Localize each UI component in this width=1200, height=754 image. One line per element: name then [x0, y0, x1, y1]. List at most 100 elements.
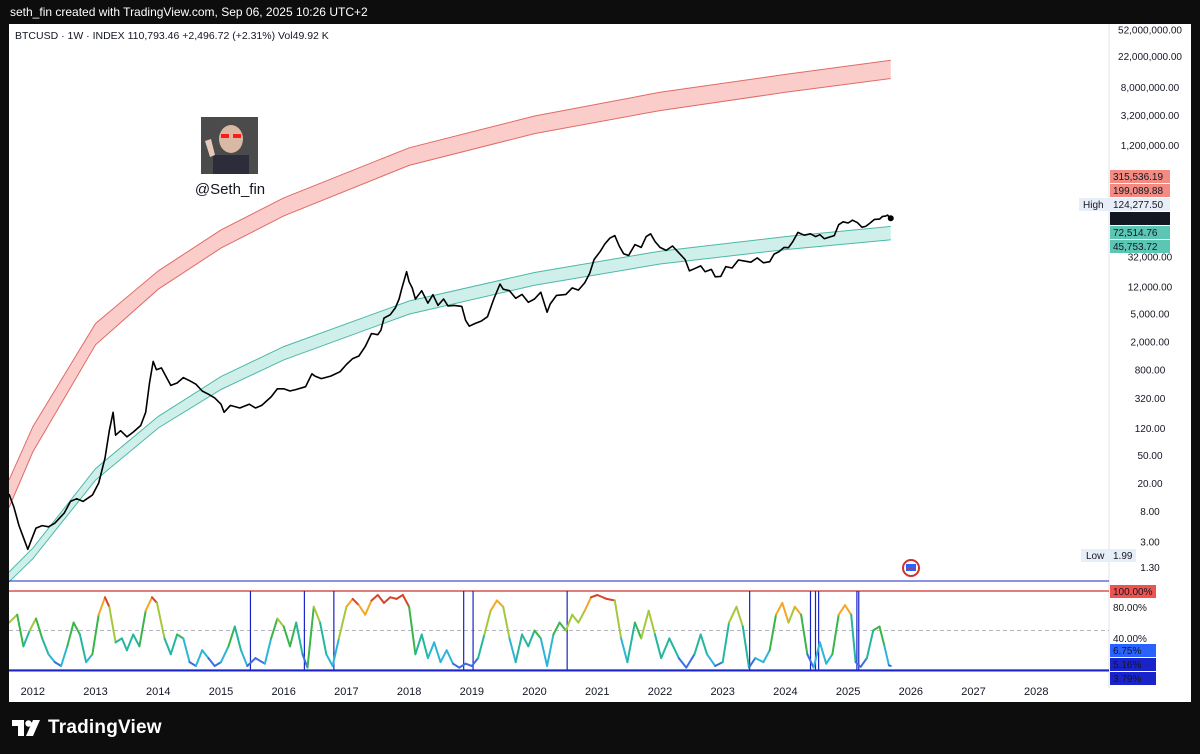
- oscillator-segment: [389, 596, 398, 600]
- oscillator-segment: [357, 604, 367, 616]
- time-axis-tick: 2019: [460, 686, 484, 698]
- oscillator-segment: [883, 645, 890, 667]
- oscillator-segment: [558, 621, 567, 632]
- price-axis-tick: 8,000,000.00: [1121, 83, 1180, 94]
- lower-band-bottom-edge: [9, 239, 891, 583]
- oscillator-segment: [72, 621, 81, 636]
- oscillator-segment: [854, 661, 862, 668]
- oscillator-segment: [464, 662, 473, 667]
- oscillator-segment: [859, 657, 868, 668]
- oscillator-segment: [433, 641, 442, 664]
- oscillator-segment: [521, 633, 530, 648]
- oscillator-segment: [188, 661, 197, 667]
- oscillator-segment: [132, 633, 141, 648]
- oscillator-segment: [41, 637, 50, 656]
- oscillator-segment: [53, 661, 63, 667]
- price-axis-tick: 1.30: [1140, 563, 1160, 574]
- oscillator-segment: [263, 637, 273, 665]
- oscillator-segment: [207, 657, 216, 667]
- price-axis-tick: 320.00: [1135, 394, 1166, 405]
- oscillator-segment: [364, 599, 373, 616]
- oscillator-segment: [151, 596, 158, 604]
- oscillator-segment: [319, 621, 328, 656]
- price-axis-tick: 2,000.00: [1131, 338, 1170, 349]
- oscillator-segment: [668, 637, 680, 660]
- oscillator-segment: [376, 594, 385, 604]
- price-label-box: [1110, 212, 1170, 225]
- time-axis-tick: 2026: [899, 686, 923, 698]
- oscillator-segment: [483, 609, 492, 636]
- oscillator-segment: [458, 662, 467, 669]
- oscillator-segment: [240, 649, 249, 667]
- time-axis-tick: 2025: [836, 686, 860, 698]
- oscillator-segment: [28, 617, 37, 632]
- last-price-dot: [887, 215, 894, 222]
- oscillator-segment: [887, 664, 892, 667]
- oscillator-segment: [571, 613, 580, 624]
- oscillator-segment: [714, 661, 724, 667]
- oscillator-segment: [741, 625, 750, 669]
- time-axis-tick: 2021: [585, 686, 609, 698]
- oscillator-segment: [383, 596, 392, 604]
- oscillator-segment: [793, 605, 803, 616]
- time-axis-tick: 2024: [773, 686, 797, 698]
- chart-canvas[interactable]: BTCUSD · 1W · INDEX 110,793.46 +2,496.72…: [9, 24, 1191, 702]
- oscillator-segment: [227, 625, 236, 648]
- avatar-face: [219, 125, 243, 153]
- upper-band-top-edge: [9, 59, 891, 481]
- price-label-text: 72,514.76: [1113, 228, 1158, 239]
- oscillator-segment: [47, 653, 56, 664]
- oscillator-segment: [163, 637, 172, 656]
- oscillator-segment: [626, 621, 636, 664]
- oscillator-segment: [331, 637, 340, 667]
- price-label-text: 199,089.88: [1113, 186, 1163, 197]
- oscillator-axis-tick: 100.00%: [1113, 587, 1153, 598]
- price-axis-tick: 22,000,000.00: [1118, 52, 1182, 63]
- price-label-tag-box: [1079, 198, 1110, 211]
- oscillator-segment: [66, 621, 75, 648]
- time-axis-tick: 2012: [21, 686, 45, 698]
- oscillator-segment: [837, 604, 846, 616]
- price-label-text: 315,536.19: [1113, 172, 1163, 183]
- oscillator-segment: [85, 653, 94, 664]
- upper-band-bottom-edge: [9, 78, 891, 508]
- oscillator-segment: [408, 605, 417, 656]
- oscillator-axis-tick: 80.00%: [1113, 603, 1147, 614]
- oscillator-segment: [337, 605, 348, 640]
- price-label-box: [1110, 226, 1170, 239]
- oscillator-segment: [276, 617, 285, 628]
- oscillator-segment: [620, 637, 629, 664]
- oscillator-segment: [9, 613, 19, 624]
- time-axis-tick: 2022: [648, 686, 672, 698]
- oscillator-segment: [527, 629, 536, 648]
- oscillator-segment: [583, 596, 592, 612]
- oscillator-segment: [477, 633, 486, 660]
- oscillator-segment: [539, 637, 549, 667]
- oscillator-segment: [613, 599, 623, 640]
- oscillator-segment: [176, 633, 185, 640]
- oscillator-segment: [325, 653, 334, 667]
- avatar-portrait-icon: [201, 117, 258, 174]
- oscillator-segment: [295, 621, 304, 656]
- oscillator-segment: [706, 653, 717, 667]
- price-label-tag-box: [1081, 549, 1110, 562]
- oscillator-segment: [125, 633, 135, 652]
- price-label-box: [1110, 170, 1170, 183]
- oscillator-segment: [596, 594, 608, 600]
- time-axis-tick: 2023: [710, 686, 734, 698]
- oscillator-segment: [552, 621, 561, 636]
- symbol-info: BTCUSD · 1W · INDEX 110,793.46 +2,496.72…: [15, 30, 329, 42]
- oscillator-segment: [514, 633, 523, 664]
- oscillator-segment: [104, 596, 111, 608]
- oscillator-segment: [144, 596, 153, 612]
- oscillator-segment: [345, 597, 354, 608]
- oscillator-segment: [787, 605, 796, 624]
- price-axis-tick: 52,000,000.00: [1118, 25, 1182, 36]
- oscillator-segment: [182, 637, 191, 664]
- price-axis-tick: 800.00: [1135, 366, 1166, 377]
- oscillator-segment: [213, 661, 222, 667]
- oscillator-segment: [872, 625, 881, 632]
- oscillator-label-box: [1110, 585, 1156, 598]
- price-line: [9, 214, 891, 551]
- oscillator-label-box: [1110, 644, 1156, 657]
